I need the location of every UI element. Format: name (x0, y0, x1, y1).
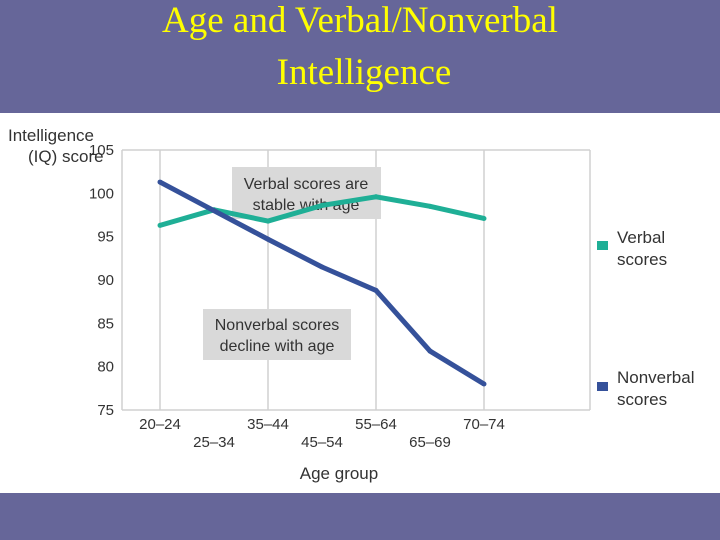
y-tick-label: 90 (97, 272, 114, 289)
nonverbal-point (427, 348, 433, 354)
y-axis-title-line1: Intelligence (8, 126, 94, 145)
x-tick-label: 55–64 (355, 416, 397, 433)
x-tick-label: 65–69 (409, 434, 451, 451)
verbal-point (427, 203, 433, 209)
y-tick-label: 100 (89, 185, 114, 202)
nonverbal-point (319, 264, 325, 270)
y-tick-label: 105 (89, 142, 114, 159)
chart-panel: Intelligence (IQ) score Age group 75 80 85… (0, 113, 720, 493)
nonverbal-point (157, 179, 163, 185)
line-chart: Intelligence (IQ) score Age group 75 80 85… (8, 126, 695, 483)
annotation-nonverbal-box (203, 309, 351, 360)
slide-title: Age and Verbal/Nonverbal Intelligence (0, 0, 720, 112)
legend-verbal-line2: scores (617, 250, 667, 269)
x-tick-label: 35–44 (247, 416, 289, 433)
verbal-point (481, 215, 487, 221)
y-tick-label: 95 (97, 229, 114, 246)
verbal-point (265, 218, 271, 224)
nonverbal-point (211, 208, 217, 214)
verbal-point (157, 222, 163, 228)
y-tick-label: 75 (97, 402, 114, 419)
verbal-point (373, 194, 379, 200)
annotation-verbal: Verbal scores are stable with age (232, 167, 381, 219)
verbal-point (319, 202, 325, 208)
x-tick-label: 20–24 (139, 416, 181, 433)
tick-layer: 75 80 85 90 95 100 105 20–24 25–34 35–44 45–54 55–6… (89, 142, 505, 451)
y-tick-label: 80 (97, 359, 114, 376)
nonverbal-point (373, 287, 379, 293)
legend-nonverbal-swatch (597, 382, 608, 391)
legend-nonverbal-line1: Nonverbal (617, 368, 695, 387)
nonverbal-point (265, 236, 271, 242)
annotation-verbal-line1: Verbal scores are (244, 176, 369, 193)
y-axis-title-line2: (IQ) score (28, 147, 104, 166)
annotation-nonverbal: Nonverbal scores decline with age (203, 309, 351, 360)
x-axis-title: Age group (300, 464, 378, 483)
axis-labels: Intelligence (IQ) score Age group (8, 126, 378, 483)
slide-title-line2: Intelligence (276, 52, 452, 93)
x-tick-label: 70–74 (463, 416, 505, 433)
legend-nonverbal-line2: scores (617, 390, 667, 409)
legend-verbal-swatch (597, 241, 608, 250)
nonverbal-point (481, 381, 487, 387)
series-layer (157, 179, 487, 387)
x-tick-label: 25–34 (193, 434, 235, 451)
annotation-nonverbal-line1: Nonverbal scores (215, 317, 340, 334)
legend-verbal-line1: Verbal (617, 228, 665, 247)
legend: Verbal scores Nonverbal scores (597, 228, 695, 409)
annotation-nonverbal-line2: decline with age (220, 338, 335, 355)
y-tick-label: 85 (97, 315, 114, 332)
slide-title-line1: Age and Verbal/Nonverbal (162, 0, 558, 41)
x-tick-label: 45–54 (301, 434, 343, 451)
